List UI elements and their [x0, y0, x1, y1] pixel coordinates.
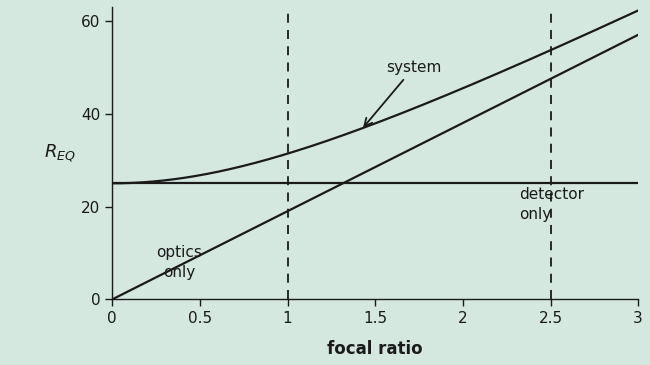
Text: system: system — [364, 60, 441, 126]
X-axis label: focal ratio: focal ratio — [328, 340, 423, 358]
Text: $R_{EQ}$: $R_{EQ}$ — [44, 142, 75, 164]
Text: detector
only: detector only — [519, 187, 584, 222]
Text: optics
only: optics only — [156, 245, 202, 280]
